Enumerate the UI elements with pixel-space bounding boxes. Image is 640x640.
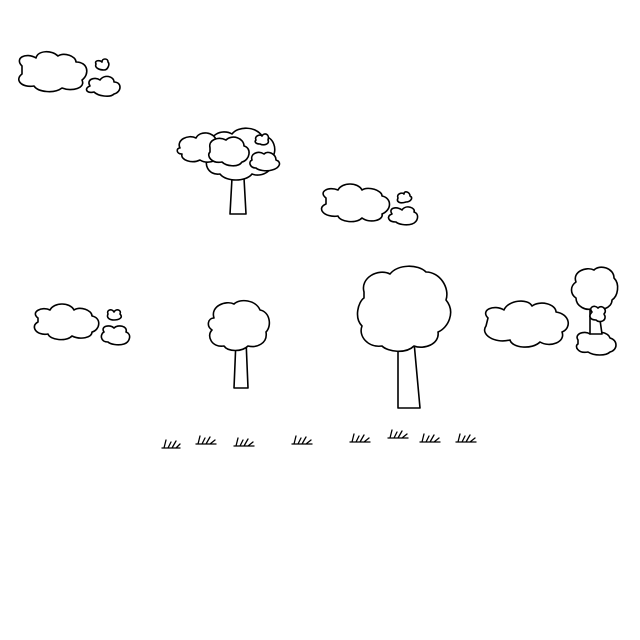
cloud (19, 52, 87, 92)
grass-tuft (234, 438, 254, 446)
tree (358, 266, 451, 408)
tree (572, 267, 618, 355)
grass-tuft (350, 434, 370, 442)
cloud-puff (87, 76, 120, 96)
cloud-puff (96, 59, 109, 70)
grass-tuft (388, 430, 408, 438)
cloud-puff (389, 207, 418, 225)
cloud (485, 301, 569, 347)
cloud-puff (101, 326, 129, 345)
cloud-puff (107, 310, 121, 320)
grass-tuft (456, 434, 476, 442)
cloud (322, 184, 390, 222)
grass-tuft (196, 436, 216, 444)
grass-tuft (420, 434, 440, 442)
tree (208, 301, 269, 388)
grass-tuft (162, 440, 180, 448)
tree (177, 128, 279, 214)
cloud (34, 304, 98, 340)
cloud-puff (397, 192, 411, 203)
grass-tuft (292, 436, 312, 444)
